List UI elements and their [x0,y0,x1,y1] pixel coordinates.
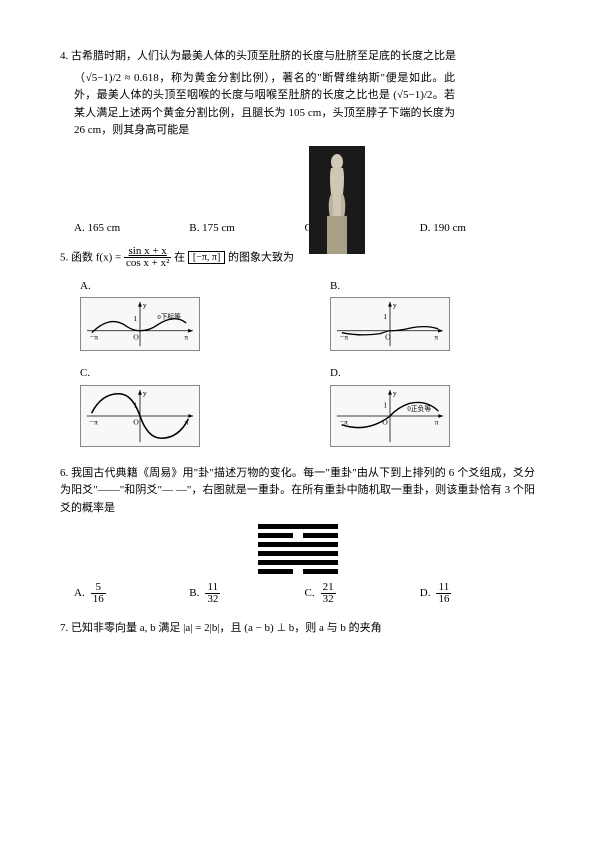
yao-broken [258,569,338,574]
q6-block: 6. 我国古代典籍《周易》用"卦"描述万物的变化。每一"重卦"由从下到上排列的 … [60,465,535,518]
svg-text:y: y [393,301,397,310]
q5-graph-a[interactable]: −π π y O 1 0下标等 [80,297,200,351]
q6-num: 6. [60,467,68,479]
svg-text:1: 1 [383,312,387,321]
q4-body-2: （√5−1)/2 ≈ 0.618，称为黄金分割比例），著名的"断臂维纳斯"便是如… [74,70,535,140]
svg-text:π: π [184,333,188,342]
hexagram-figure [258,524,338,574]
yao-line [258,542,338,547]
q4-block: 4. 古希腊时期，人们认为最美人体的头顶至肚脐的长度与肚脐至足底的长度之比是 [60,48,535,66]
svg-text:1: 1 [383,400,387,409]
q6-opt-d[interactable]: D. 1116 [420,582,535,606]
q4-options: A. 165 cm B. 175 cm C. 185 cm D. 190 cm [74,220,535,238]
yao-line [258,551,338,556]
q5-num: 5. [60,251,68,263]
svg-text:y: y [143,301,147,310]
yao-broken [258,533,338,538]
q7-block: 7. 已知非零向量 a, b 满足 |a| = 2|b|，且 (a − b) ⊥… [60,620,535,638]
q7-num: 7. [60,622,68,634]
svg-text:O: O [385,333,391,342]
venus-statue-image [309,146,365,254]
q5-tail2: 的图象大致为 [228,251,294,263]
q5-graph-c[interactable]: −π π y O 1 [80,385,200,447]
q4-opt-a[interactable]: A. 165 cm [74,220,189,238]
svg-text:π: π [435,418,439,427]
q5-lead: 函数 f(x) = [71,251,124,263]
svg-text:π: π [434,333,438,342]
q5-label-d: D. [330,365,450,383]
q5-graphs-row1: A. −π π y O 1 0下标等 B. [80,278,535,352]
yao-line [258,524,338,529]
q6-opt-a[interactable]: A. 516 [74,582,189,606]
q4-num: 4. [60,50,68,62]
q5-label-c: C. [80,365,200,383]
svg-text:0正负等: 0正负等 [407,404,431,413]
q5-graphs-row2: C. −π π y O 1 D. −π [80,365,535,447]
q5-frac-bot: cos x + x² [124,258,171,270]
svg-text:−π: −π [90,418,98,427]
q5-block: 5. 函数 f(x) = sin x + x cos x + x² 在 [−π,… [60,246,535,270]
q6-opt-c[interactable]: C. 2132 [305,582,420,606]
q7-body: 已知非零向量 a, b 满足 |a| = 2|b|，且 (a − b) ⊥ b，… [71,622,382,634]
yao-line [258,560,338,565]
svg-text:0下标等: 0下标等 [157,312,181,321]
q6-opt-b[interactable]: B. 1132 [189,582,304,606]
q5-graph-d[interactable]: −π π y O 1 0正负等 [330,385,450,447]
q6-options: A. 516 B. 1132 C. 2132 D. 1116 [74,582,535,606]
q5-label-a: A. [80,278,200,296]
svg-text:O: O [133,418,139,427]
q4-opt-d[interactable]: D. 190 cm [420,220,535,238]
q4-opt-b[interactable]: B. 175 cm [189,220,304,238]
q5-fraction: sin x + x cos x + x² [124,246,171,270]
q5-tail: 在 [174,251,188,263]
q6-body: 我国古代典籍《周易》用"卦"描述万物的变化。每一"重卦"由从下到上排列的 6 个… [60,467,535,514]
svg-text:−π: −π [90,333,98,342]
q5-interval: [−π, π] [188,251,225,264]
svg-text:y: y [393,389,397,398]
svg-text:y: y [143,389,147,398]
q5-graph-b[interactable]: −π π y 1 O [330,297,450,351]
q4-body-1: 古希腊时期，人们认为最美人体的头顶至肚脐的长度与肚脐至足底的长度之比是 [71,50,456,62]
q5-label-b: B. [330,278,450,296]
svg-text:O: O [133,333,139,342]
svg-text:1: 1 [133,314,137,323]
